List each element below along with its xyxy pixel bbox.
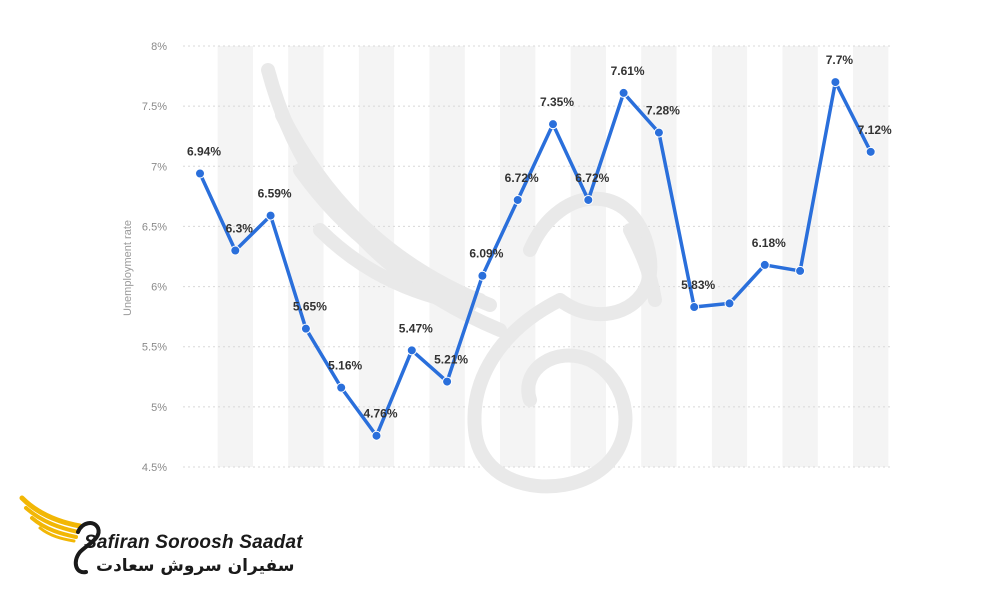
data-point xyxy=(548,119,558,130)
data-point xyxy=(830,77,841,88)
data-point xyxy=(230,245,241,256)
data-label: 6.3% xyxy=(226,221,254,235)
data-point xyxy=(300,323,311,334)
data-label: 6.72% xyxy=(575,171,609,185)
wing-icon xyxy=(19,495,101,575)
y-tick-label: 8% xyxy=(151,41,167,53)
y-axis-label: Unemployment rate xyxy=(122,220,134,316)
y-tick-label: 5.5% xyxy=(142,342,167,354)
series-line-path xyxy=(198,80,873,438)
data-point xyxy=(795,265,806,276)
data-point xyxy=(759,259,770,270)
logo-name-persian: سفیران سروش سعادت xyxy=(96,556,295,576)
data-point xyxy=(442,376,453,387)
data-point xyxy=(512,194,523,205)
grid-band xyxy=(217,46,253,467)
grid-band xyxy=(853,46,889,467)
grid-bands xyxy=(217,46,889,467)
y-tick-label: 4.5% xyxy=(142,462,167,474)
series-line xyxy=(198,80,873,438)
data-label: 5.47% xyxy=(399,321,433,335)
data-point xyxy=(406,345,417,356)
logo-name-english: Safiran Soroosh Saadat xyxy=(84,532,303,553)
y-tick-label: 7% xyxy=(151,161,167,173)
data-label: 7.12% xyxy=(858,123,892,137)
grid-band xyxy=(288,46,324,467)
grid-band xyxy=(782,46,818,467)
y-axis: 4.5% 5% 5.5% 6% 6.5% 7% 7.5% 8% xyxy=(142,41,167,474)
data-label: 6.18% xyxy=(752,236,786,250)
data-labels: 6.94% 6.3% 6.59% 5.65% 5.16% 4.76% 5.47% 5.21% 6… xyxy=(187,53,892,421)
data-label: 5.16% xyxy=(328,359,362,373)
data-label: 7.61% xyxy=(611,64,645,78)
data-point xyxy=(583,194,594,205)
y-tick-label: 7.5% xyxy=(142,101,167,113)
data-point xyxy=(265,210,276,221)
y-tick-label: 6.5% xyxy=(142,221,167,233)
grid-band xyxy=(711,46,748,467)
data-point xyxy=(689,302,700,313)
data-label: 6.94% xyxy=(187,145,221,159)
data-label: 5.21% xyxy=(434,353,468,367)
data-label: 5.83% xyxy=(681,278,715,292)
data-label: 4.76% xyxy=(363,407,397,421)
data-label: 7.7% xyxy=(826,53,854,67)
y-tick-label: 6% xyxy=(151,282,167,294)
data-label: 6.72% xyxy=(505,171,539,185)
y-tick-label: 5% xyxy=(151,402,167,414)
data-label: 5.65% xyxy=(293,300,327,314)
data-point xyxy=(653,127,664,138)
data-points xyxy=(195,77,876,441)
data-point xyxy=(336,382,347,393)
data-point xyxy=(477,270,488,281)
data-point xyxy=(371,430,382,441)
data-point xyxy=(195,168,205,179)
watermark-logo xyxy=(261,63,662,494)
data-label: 6.09% xyxy=(469,247,503,261)
grid-band xyxy=(570,46,606,467)
data-label: 6.59% xyxy=(258,187,292,201)
company-logo xyxy=(19,495,101,575)
data-point xyxy=(724,298,735,309)
data-label: 7.35% xyxy=(540,95,574,109)
data-point xyxy=(865,146,876,157)
grid-band xyxy=(429,46,465,467)
data-point xyxy=(618,87,629,98)
data-label: 7.28% xyxy=(646,104,680,118)
